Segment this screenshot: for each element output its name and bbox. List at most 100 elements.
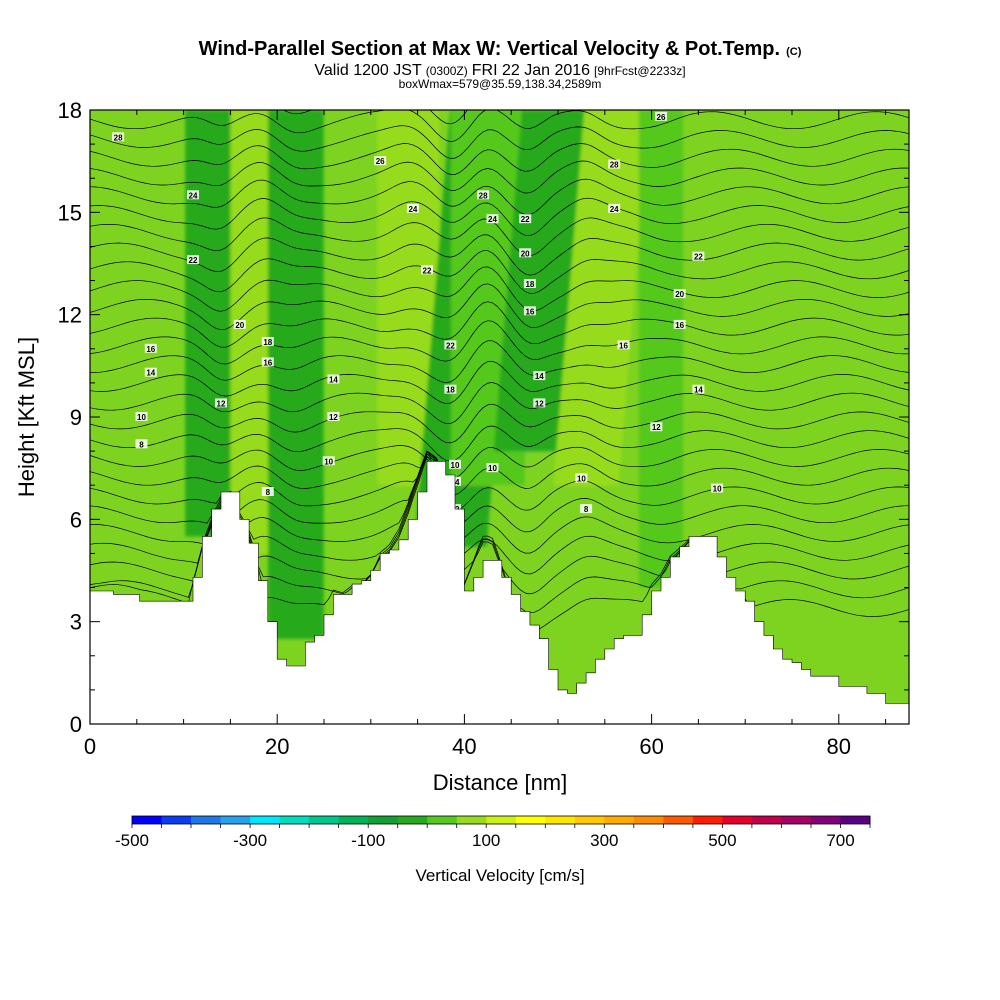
isentrope-label: 14 — [327, 374, 340, 385]
colorbar-frame — [131, 815, 871, 825]
w-contour-fill — [268, 110, 324, 639]
isentrope-value: 16 — [619, 341, 628, 350]
isentrope-label: 10 — [711, 483, 724, 494]
isentrope — [90, 403, 909, 444]
isentrope-label: 22 — [692, 251, 705, 262]
isentrope-label: 20 — [233, 319, 246, 330]
isentrope — [90, 266, 909, 312]
w-contour-fill — [639, 110, 683, 588]
isentrope-value: 14 — [329, 376, 338, 385]
colorbar-swatch — [692, 816, 723, 824]
isentrope-value: 16 — [263, 358, 272, 367]
isentrope-value: 26 — [376, 157, 385, 166]
isentrope-label: 28 — [477, 190, 490, 200]
y-axis: 0 3 6 9 12 15 18 — [58, 98, 909, 737]
isentrope-value: 8 — [139, 440, 144, 449]
isentrope-label: 26 — [655, 111, 667, 122]
isentrope-label: 12 — [650, 422, 663, 432]
isentrope-value: 16 — [525, 307, 534, 316]
w-band — [377, 110, 440, 486]
isentrope-value: 14 — [535, 372, 544, 381]
y-tick-label: 12 — [58, 303, 82, 328]
colorbar-swatch — [279, 816, 310, 824]
terrain — [90, 461, 909, 724]
isentrope-label: 18 — [523, 279, 536, 289]
isentrope-label: 24 — [187, 190, 199, 200]
isentrope-label: 26 — [374, 156, 387, 166]
y-tick-label: 6 — [70, 507, 82, 532]
isentrope-value: 14 — [694, 386, 703, 395]
isentrope-value: 10 — [488, 464, 497, 473]
x-tick-label: 60 — [639, 734, 663, 759]
isentrope-value: 12 — [652, 423, 661, 432]
isentrope-label: 28 — [608, 159, 621, 170]
isentrope-label: 24 — [406, 203, 419, 214]
isentrope-value: 28 — [114, 133, 123, 142]
isentrope-label: 14 — [692, 384, 705, 395]
w-contour-fill — [377, 110, 440, 486]
isentrope-value: 20 — [521, 249, 530, 258]
isentrope — [90, 340, 909, 384]
colorbar-swatch — [604, 816, 635, 824]
isentrope-label: 12 — [327, 412, 340, 422]
isentrope-value: 10 — [137, 413, 146, 422]
isentrope-label: 14 — [533, 371, 546, 381]
isentrope-label: 10 — [449, 459, 461, 470]
colorbar-tick-label: 100 — [472, 831, 500, 850]
colorbar-swatch — [456, 816, 487, 824]
colorbar-swatch — [574, 816, 605, 824]
isentrope-value: 22 — [521, 215, 530, 224]
isentrope — [90, 382, 909, 424]
colorbar-tick-label: 500 — [708, 831, 736, 850]
x-axis: 0 20 40 60 80 — [84, 110, 887, 759]
colorbar-swatch — [368, 816, 399, 824]
colorbar-tick-label: -100 — [351, 831, 385, 850]
isentrope-value: 20 — [235, 321, 244, 330]
colorbar-swatch — [545, 816, 576, 824]
isentrope-value: 18 — [263, 338, 272, 347]
isentrope-label: 16 — [144, 343, 157, 354]
w-band — [553, 110, 650, 486]
isentrope-value: 10 — [324, 457, 333, 466]
isentrope-value: 28 — [610, 161, 619, 170]
colorbar-swatch — [486, 816, 517, 824]
isentrope-value: 8 — [266, 488, 271, 497]
isentrope-value: 10 — [713, 485, 722, 494]
x-tick-label: 0 — [84, 734, 96, 759]
isentrope — [90, 455, 909, 496]
isentrope-label: 22 — [444, 340, 457, 350]
subtitle-valid: Valid 1200 JST — [314, 62, 422, 79]
isentrope-value: 18 — [525, 280, 534, 289]
isentrope-value: 22 — [423, 266, 432, 275]
isentrope — [90, 301, 909, 348]
colorbar-tick-label: -300 — [233, 831, 267, 850]
isentrope — [90, 197, 909, 236]
colorbar-swatch — [515, 816, 546, 824]
colorbar-swatch — [161, 816, 192, 824]
isentrope-label: 14 — [144, 367, 157, 378]
colorbar-swatch — [722, 816, 753, 824]
isentrope-value: 14 — [146, 369, 155, 378]
isentrope-label: 16 — [673, 319, 686, 330]
isentrope-label: 20 — [673, 289, 686, 299]
chart-subtitle-box: boxWmax=579@35.59,138.34,2589m — [399, 77, 602, 91]
w-band — [639, 110, 683, 588]
isentrope-value: 22 — [694, 253, 703, 262]
isentrope-label: 18 — [444, 384, 457, 395]
isentrope-label: 22 — [421, 265, 433, 275]
colorbar-swatch — [427, 816, 458, 824]
x-tick-label: 20 — [265, 734, 289, 759]
y-tick-label: 18 — [58, 98, 82, 123]
colorbar-swatch — [397, 816, 428, 824]
isentrope-label: 20 — [519, 248, 532, 258]
isentrope — [90, 425, 909, 462]
isentrope-label: 24 — [608, 203, 621, 214]
colorbar-swatch — [132, 816, 163, 824]
isentrope — [90, 250, 909, 294]
colorbar-title: Vertical Velocity [cm/s] — [415, 866, 584, 885]
velocity-field — [185, 110, 683, 639]
isentrope-label: 10 — [575, 473, 588, 483]
subtitle-forecast: [9hrFcst@2233z] — [594, 64, 686, 78]
isentrope-value: 16 — [146, 345, 155, 354]
